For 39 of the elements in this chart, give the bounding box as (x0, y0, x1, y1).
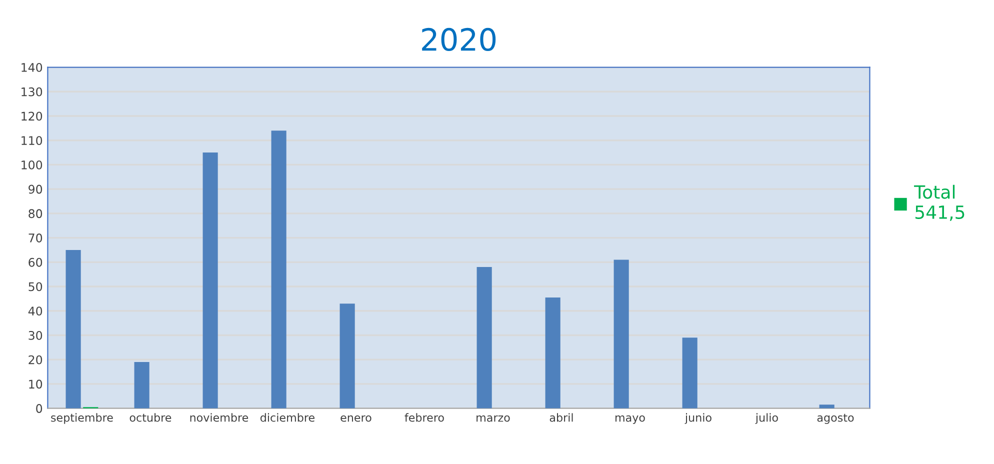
bar (134, 362, 150, 408)
bar (66, 250, 81, 408)
legend-label: Total 541,5 (914, 184, 964, 221)
y-tick-label: 110 (22, 136, 42, 146)
y-tick-label: 80 (28, 209, 42, 218)
y-tick-label: 60 (28, 258, 42, 267)
x-tick-label: febrero (404, 413, 444, 422)
y-tick-label: 100 (22, 160, 42, 170)
y-tick-label: 0 (36, 404, 42, 413)
bar (682, 338, 698, 408)
x-tick-label: abril (550, 413, 573, 422)
bar (545, 297, 560, 408)
y-tick-label: 20 (28, 355, 42, 364)
bar (202, 152, 218, 408)
y-tick-label: 10 (29, 380, 42, 389)
x-tick-label: noviembre (190, 413, 248, 422)
y-tick-label: 120 (22, 112, 42, 121)
bar (340, 304, 355, 408)
y-tick-label: 50 (28, 282, 42, 292)
x-tick-label: octubre (130, 413, 172, 422)
chart-title: 2020 (422, 28, 496, 52)
y-tick-label: 140 (22, 63, 42, 72)
x-tick-label: mayo (615, 415, 645, 424)
x-tick-label: junio (684, 413, 712, 424)
x-tick-label: diciembre (260, 413, 314, 422)
y-tick-label: 40 (28, 306, 42, 316)
x-tick-label: julio (755, 413, 778, 424)
bar (476, 267, 492, 408)
y-tick-label: 70 (28, 234, 42, 242)
x-tick-label: septiembre (51, 413, 113, 424)
x-tick-label: enero (340, 415, 372, 422)
y-tick-label: 30 (28, 330, 42, 340)
bar (271, 130, 286, 408)
bar (819, 404, 834, 408)
x-tick-label: marzo (476, 415, 510, 422)
bar (614, 260, 629, 408)
y-tick-label: 130 (22, 87, 42, 96)
x-tick-label: agosto (817, 414, 854, 424)
y-tick-label: 90 (28, 184, 42, 194)
